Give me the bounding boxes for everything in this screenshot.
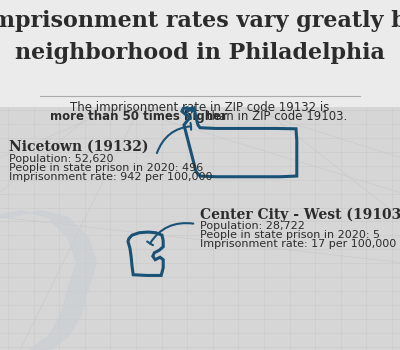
Text: Nicetown (19132): Nicetown (19132) <box>9 140 148 154</box>
Text: The imprisonment rate in ZIP code 19132 is: The imprisonment rate in ZIP code 19132 … <box>70 102 330 114</box>
Bar <box>0 0 400 107</box>
Text: People in state prison in 2020: 5: People in state prison in 2020: 5 <box>200 230 380 240</box>
Text: Imprisonment rate: 942 per 100,000: Imprisonment rate: 942 per 100,000 <box>9 172 212 182</box>
Text: more than 50 times higher: more than 50 times higher <box>50 110 226 123</box>
Text: than in ZIP code 19103.: than in ZIP code 19103. <box>203 110 347 123</box>
Text: Population: 52,620: Population: 52,620 <box>9 154 113 164</box>
Text: Center City - West (19103): Center City - West (19103) <box>200 207 400 222</box>
Text: Imprisonment rate: 17 per 100,000: Imprisonment rate: 17 per 100,000 <box>200 239 396 249</box>
Text: People in state prison in 2020: 496: People in state prison in 2020: 496 <box>9 163 203 173</box>
Text: Population: 28,722: Population: 28,722 <box>200 221 305 231</box>
Text: neighborhood in Philadelphia: neighborhood in Philadelphia <box>15 42 385 64</box>
Bar <box>0 107 400 350</box>
Text: Imprisonment rates vary greatly by: Imprisonment rates vary greatly by <box>0 10 400 33</box>
